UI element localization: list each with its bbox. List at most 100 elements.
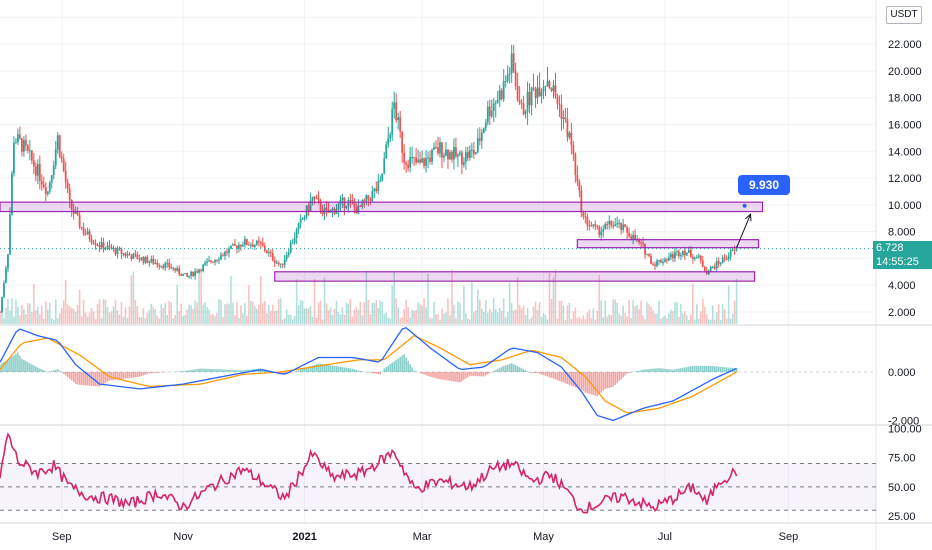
- macd-histogram-bar: [486, 371, 489, 375]
- candle-body: [36, 163, 39, 176]
- macd-histogram-bar: [588, 371, 591, 394]
- macd-histogram-bar: [419, 371, 421, 373]
- candle-body: [0, 311, 1, 313]
- candle-body: [44, 187, 47, 194]
- volume-bar: [275, 310, 278, 324]
- candle-body: [60, 156, 63, 159]
- candle-body: [608, 221, 611, 225]
- candle-body: [604, 224, 607, 230]
- candle-body: [46, 191, 49, 194]
- macd-histogram-bar: [672, 369, 674, 372]
- volume-bar: [576, 318, 579, 324]
- macd-histogram-bar: [327, 365, 330, 372]
- volume-bar: [383, 314, 386, 324]
- candle-body: [470, 149, 473, 151]
- volume-bar: [719, 319, 722, 324]
- macd-histogram-bar: [678, 368, 680, 372]
- volume-bar: [502, 298, 505, 324]
- candle-body: [90, 238, 93, 243]
- candle-body: [431, 149, 433, 162]
- candle-body: [132, 253, 135, 259]
- macd-histogram-bar: [636, 371, 638, 372]
- volume-bar: [686, 315, 688, 324]
- volume-bar: [349, 298, 352, 324]
- target-price-label[interactable]: 9.930: [738, 175, 790, 195]
- candle-body: [88, 231, 91, 239]
- macd-histogram-bar: [58, 370, 61, 372]
- candle-body: [142, 257, 145, 263]
- volume-bar: [301, 300, 304, 324]
- volume-bar: [570, 319, 573, 324]
- candle-body: [564, 117, 567, 120]
- candle-body: [273, 260, 276, 263]
- volume-bar: [122, 316, 125, 324]
- volume-bar: [154, 309, 157, 324]
- candle-body: [98, 245, 101, 248]
- macd-histogram-bar: [43, 370, 45, 372]
- candle-body: [522, 103, 525, 115]
- volume-bar: [0, 314, 1, 324]
- volume-bar: [285, 309, 288, 324]
- macd-histogram-bar: [114, 371, 117, 380]
- macd-histogram-bar: [415, 371, 417, 372]
- time-axis-label: Sep: [779, 531, 799, 543]
- volume-bar: [610, 315, 613, 324]
- candle-body: [580, 190, 583, 213]
- macd-histogram-bar: [202, 368, 204, 372]
- volume-bar: [425, 307, 427, 324]
- candle-body: [464, 152, 467, 163]
- volume-bar: [228, 304, 230, 324]
- macd-histogram-bar: [106, 371, 109, 382]
- candle-body: [510, 53, 513, 74]
- volume-bar: [124, 307, 127, 324]
- volume-bar: [690, 315, 692, 324]
- candle-body: [725, 258, 728, 260]
- macd-histogram-bar: [546, 371, 549, 377]
- candle-body: [265, 250, 268, 254]
- candle-body: [534, 88, 537, 98]
- candle-body: [504, 81, 507, 83]
- candle-body: [520, 102, 523, 104]
- macd-histogram-bar: [78, 371, 81, 385]
- macd-histogram-bar: [104, 371, 107, 383]
- macd-histogram-bar: [709, 366, 712, 372]
- candle-body: [122, 253, 125, 255]
- macd-histogram-bar: [721, 366, 724, 372]
- volume-bar: [656, 313, 658, 324]
- candle-body: [271, 253, 274, 261]
- candle-body: [447, 149, 449, 160]
- candle-body: [373, 188, 376, 192]
- macd-histogram-bar: [110, 371, 113, 381]
- candle-body: [500, 90, 503, 100]
- macd-histogram-bar: [204, 368, 206, 372]
- macd-histogram-bar: [216, 369, 218, 372]
- macd-histogram-bar: [620, 371, 622, 380]
- candle-body: [166, 262, 169, 264]
- macd-histogram-bar: [371, 371, 374, 374]
- volume-bar: [407, 307, 409, 324]
- macd-histogram-bar: [86, 371, 89, 386]
- macd-histogram-bar: [461, 371, 463, 382]
- volume-bar: [520, 308, 523, 324]
- support-resistance-zones[interactable]: [0, 201, 764, 282]
- candle-body: [381, 173, 384, 181]
- currency-label[interactable]: USDT: [886, 6, 922, 24]
- candle-body: [666, 259, 668, 261]
- macd-histogram-bar: [349, 368, 352, 372]
- macd-histogram-bar: [41, 369, 43, 372]
- candle-body: [297, 223, 300, 230]
- macd-histogram-bar: [315, 364, 318, 372]
- macd-histogram-bar: [642, 369, 644, 372]
- candle-body: [474, 152, 477, 155]
- candle-body: [293, 238, 296, 243]
- volume-bar: [132, 271, 135, 324]
- candle-body: [86, 231, 89, 235]
- volume-bar: [295, 279, 298, 324]
- macd-histogram-bar: [459, 371, 461, 383]
- macd-histogram-bar: [194, 369, 196, 372]
- macd-histogram-bar: [596, 371, 599, 397]
- candle-body: [218, 259, 220, 261]
- volume-bar: [431, 318, 433, 324]
- candle-body: [550, 88, 553, 92]
- candle-body: [482, 128, 485, 133]
